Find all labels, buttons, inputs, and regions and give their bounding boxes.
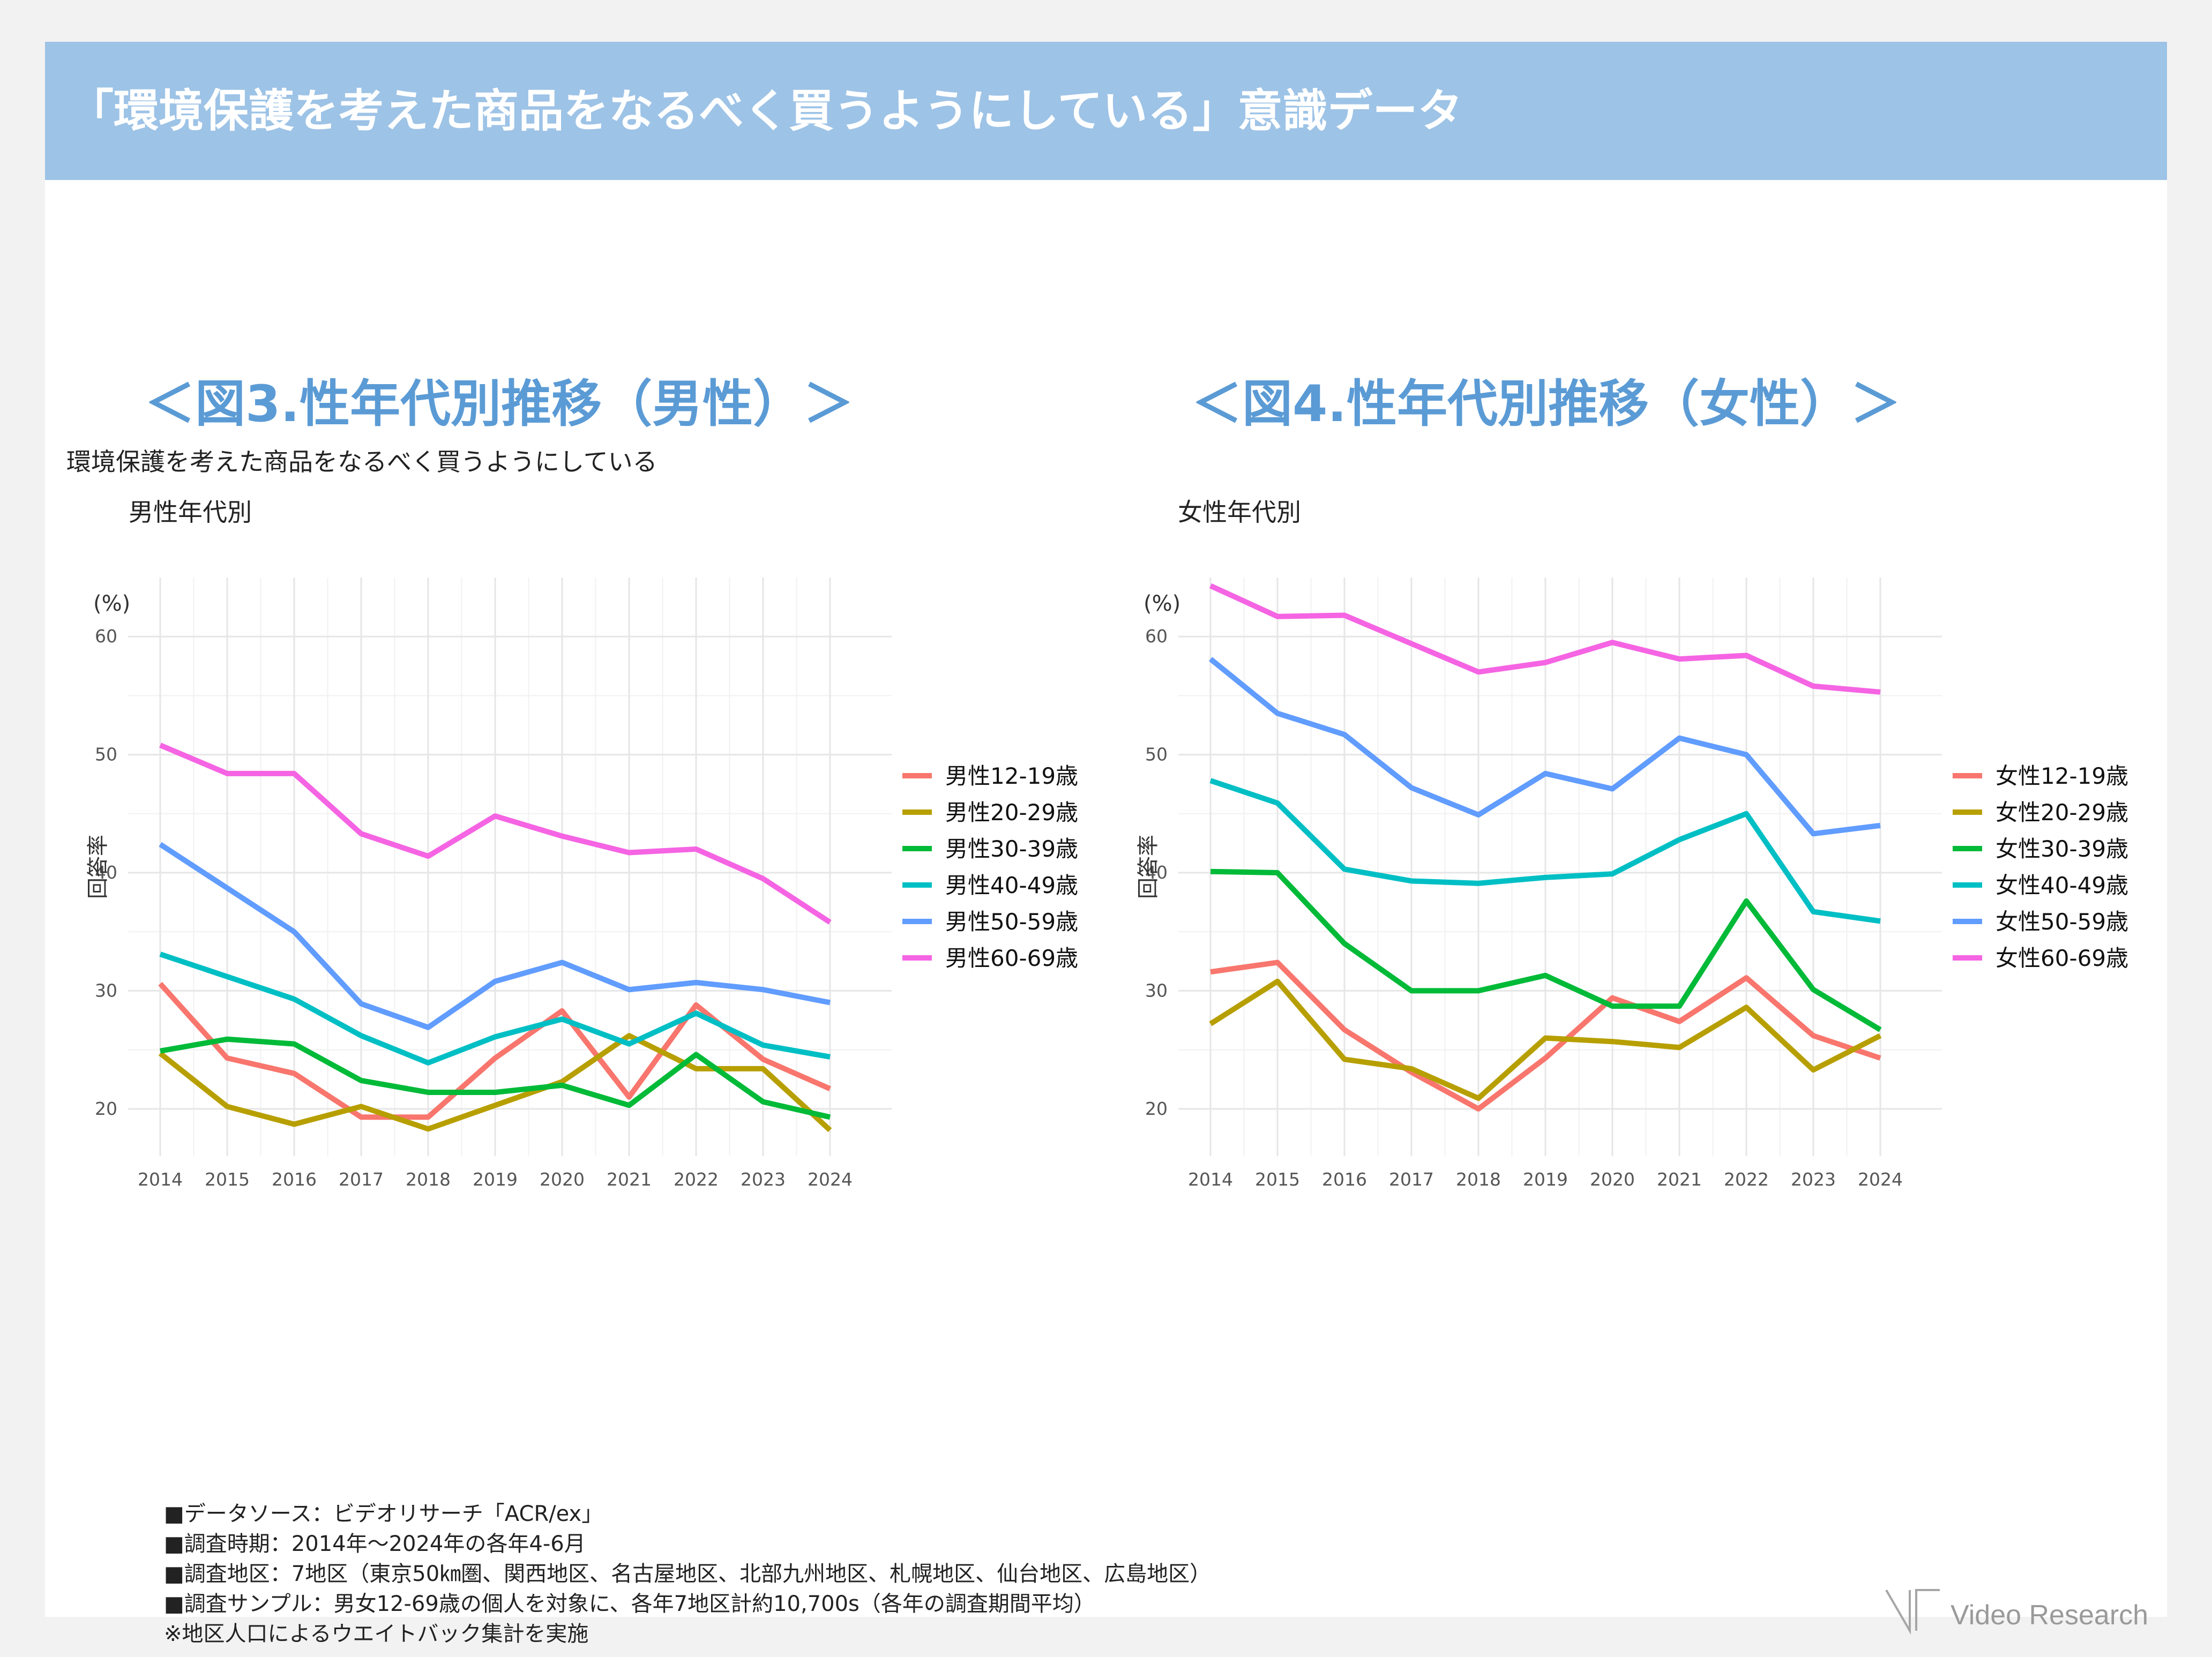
legend-label: 男性30-39歳 bbox=[945, 836, 1078, 862]
female-line-chart: 20 30 40 50 60 2014 2015 2016 2017 2018 2019 2020 20… bbox=[1136, 578, 2128, 1190]
y-axis-title: 回答率 bbox=[1136, 835, 1161, 899]
note-data-source: ■データソース：ビデオリサーチ「ACR/ex」 bbox=[164, 1502, 603, 1526]
y-tick-label: 30 bbox=[1145, 980, 1168, 1001]
note-survey-sample: ■調査サンプル：男女12-69歳の個人を対象に、各年7地区計約10,700s（各… bbox=[164, 1592, 1095, 1616]
vr-mark-icon bbox=[1885, 1589, 1940, 1635]
figure-4-title: ＜図4.性年代別推移（女性）＞ bbox=[1192, 375, 1901, 433]
x-tick-label: 2022 bbox=[674, 1169, 719, 1190]
x-tick-label: 2017 bbox=[339, 1169, 384, 1190]
x-tick-label: 2014 bbox=[1188, 1169, 1233, 1190]
legend-label: 男性50-59歳 bbox=[945, 909, 1078, 935]
y-tick-label: 50 bbox=[95, 744, 117, 765]
x-tick-label: 2023 bbox=[1791, 1169, 1836, 1190]
series-line-6 bbox=[1209, 583, 1881, 695]
plot-panel bbox=[1178, 578, 1942, 1156]
header-bar: 「環境保護を考えた商品をなるべく買うようにしている」意識データ bbox=[45, 42, 2167, 180]
x-tick-label: 2018 bbox=[406, 1169, 451, 1190]
y-unit-label: (%) bbox=[93, 591, 130, 616]
x-tick-label: 2021 bbox=[1657, 1169, 1702, 1190]
series-line-2 bbox=[1209, 978, 1882, 1101]
x-tick-label: 2017 bbox=[1389, 1169, 1434, 1190]
y-tick-label: 40 bbox=[95, 862, 117, 883]
male-chart-title: 男性年代別 bbox=[129, 498, 252, 527]
series-line-3 bbox=[160, 1036, 831, 1120]
legend-label: 男性40-49歳 bbox=[945, 872, 1078, 898]
x-tick-label: 2020 bbox=[540, 1169, 585, 1190]
female-chart-title: 女性年代別 bbox=[1178, 498, 1301, 527]
x-tick-label: 2024 bbox=[1858, 1169, 1903, 1190]
legend-label: 女性20-29歳 bbox=[1996, 799, 2128, 826]
male-line-chart: 20 30 40 50 60 2014 2015 2016 2017 2018 2019 2020 20… bbox=[86, 578, 1078, 1190]
y-tick-label: 20 bbox=[1145, 1098, 1168, 1119]
legend-label: 女性50-59歳 bbox=[1996, 909, 2128, 935]
slide: 「環境保護を考えた商品をなるべく買うようにしている」意識データ ＜図3.性年代別… bbox=[45, 42, 2167, 1646]
x-tick-label: 2016 bbox=[272, 1169, 317, 1190]
page-title: 「環境保護を考えた商品をなるべく買うようにしている」意識データ bbox=[69, 85, 1463, 137]
legend-label: 女性30-39歳 bbox=[1996, 836, 2128, 862]
legend-label: 男性20-29歳 bbox=[945, 799, 1078, 826]
y-tick-label: 50 bbox=[1145, 744, 1168, 765]
legend-label: 男性60-69歳 bbox=[945, 945, 1078, 971]
legend-label: 男性12-19歳 bbox=[945, 763, 1078, 789]
y-tick-label: 30 bbox=[95, 980, 117, 1001]
question-text: 環境保護を考えた商品をなるべく買うようにしている bbox=[66, 447, 657, 476]
x-tick-label: 2018 bbox=[1456, 1169, 1501, 1190]
notes: ■データソース：ビデオリサーチ「ACR/ex」 ■調査時期：2014年～2024… bbox=[164, 1499, 1211, 1649]
figure-3-title: ＜図3.性年代別推移（男性）＞ bbox=[145, 375, 854, 433]
x-tick-label: 2022 bbox=[1724, 1169, 1769, 1190]
plot-panel bbox=[128, 578, 892, 1156]
logo-text: Video Research bbox=[1951, 1600, 2148, 1631]
note-survey-period: ■調査時期：2014年～2024年の各年4-6月 bbox=[164, 1532, 586, 1556]
series-line-5 bbox=[1208, 657, 1881, 837]
series-line-6 bbox=[159, 743, 832, 925]
note-survey-area: ■調査地区：7地区（東京50㎞圏、関西地区、名古屋地区、北部九州地区、札幌地区、… bbox=[164, 1562, 1212, 1586]
y-tick-label: 60 bbox=[1145, 626, 1168, 647]
x-tick-label: 2024 bbox=[808, 1169, 853, 1190]
x-tick-label: 2020 bbox=[1590, 1169, 1635, 1190]
y-axis-title: 回答率 bbox=[86, 835, 110, 899]
x-tick-label: 2015 bbox=[1255, 1169, 1300, 1190]
x-tick-label: 2015 bbox=[205, 1169, 250, 1190]
x-tick-label: 2019 bbox=[1523, 1169, 1568, 1190]
x-tick-label: 2016 bbox=[1322, 1169, 1367, 1190]
series-line-5 bbox=[159, 842, 831, 1030]
x-tick-label: 2014 bbox=[138, 1169, 183, 1190]
legend-label: 女性40-49歳 bbox=[1996, 872, 2128, 898]
x-tick-label: 2023 bbox=[741, 1169, 786, 1190]
y-tick-label: 20 bbox=[95, 1098, 117, 1119]
x-tick-label: 2021 bbox=[607, 1169, 652, 1190]
legend-label: 女性60-69歳 bbox=[1996, 945, 2128, 971]
y-unit-label: (%) bbox=[1144, 591, 1180, 616]
series-line-4 bbox=[159, 951, 831, 1066]
video-research-logo: Video Research bbox=[1885, 1589, 2148, 1635]
y-tick-label: 60 bbox=[95, 626, 117, 647]
x-tick-label: 2019 bbox=[473, 1169, 518, 1190]
series-line-4 bbox=[1209, 778, 1881, 924]
series-line-1 bbox=[1210, 959, 1881, 1112]
series-line-3 bbox=[1210, 868, 1882, 1032]
y-tick-label: 40 bbox=[1145, 862, 1168, 883]
note-weighting: ※地区人口によるウエイトバック集計を実施 bbox=[164, 1622, 589, 1646]
legend-label: 女性12-19歳 bbox=[1996, 763, 2128, 789]
